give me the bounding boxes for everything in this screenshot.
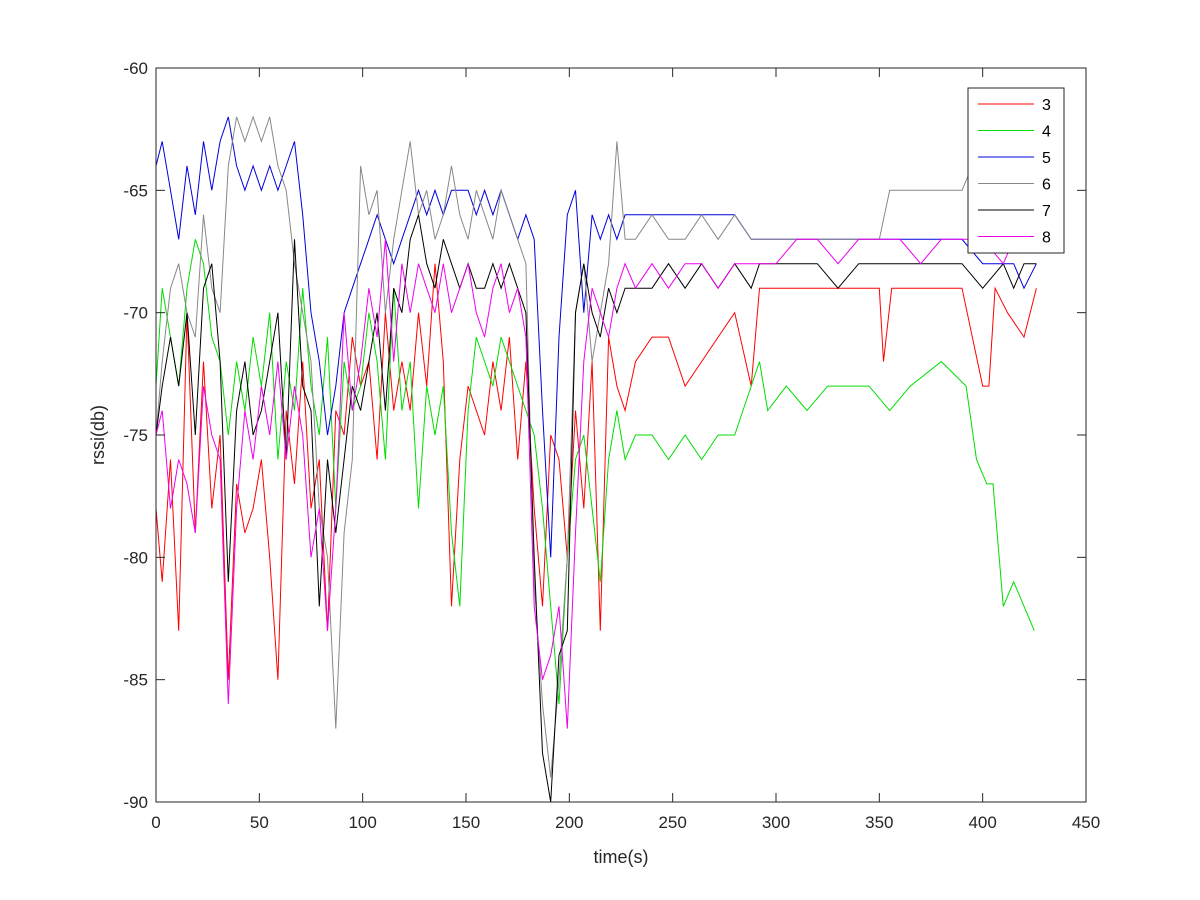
legend-label-3: 3	[1042, 97, 1051, 114]
series-line-7	[155, 214, 1037, 803]
y-tick-label: -60	[123, 59, 148, 78]
x-axis-label: time(s)	[594, 847, 649, 867]
y-tick-label: -70	[123, 304, 148, 323]
legend-label-4: 4	[1042, 124, 1051, 141]
x-tick-label: 250	[658, 813, 686, 832]
legend: 3 4 5 6 7 8	[967, 87, 1065, 254]
legend-label-6: 6	[1042, 177, 1051, 194]
series-line-3	[155, 263, 1037, 680]
x-tick-label: 350	[865, 813, 893, 832]
x-tick-label: 50	[250, 813, 269, 832]
legend-label-8: 8	[1042, 230, 1051, 247]
x-tick-label: 100	[348, 813, 376, 832]
x-tick-label: 150	[452, 813, 480, 832]
x-tick-label: 0	[151, 813, 160, 832]
series-line-4	[155, 239, 1035, 705]
y-tick-label: -75	[123, 426, 148, 445]
series-layer	[155, 115, 1037, 803]
y-axis-label: rssi(db)	[88, 405, 108, 465]
series-line-8	[155, 238, 1037, 729]
legend-label-7: 7	[1042, 203, 1051, 220]
x-tick-label: 300	[762, 813, 790, 832]
x-tick-label: 400	[968, 813, 996, 832]
y-tick-label: -90	[123, 793, 148, 812]
y-tick-label: -85	[123, 671, 148, 690]
legend-label-5: 5	[1042, 150, 1051, 167]
y-tick-label: -65	[123, 181, 148, 200]
legend-box	[967, 87, 1065, 254]
y-tick-label: -80	[123, 548, 148, 567]
x-tick-label: 450	[1072, 813, 1100, 832]
axes-layer: 0 50 100 150 200 250 300 350 400 450 -90 -85 -80 -75 -…	[123, 59, 1100, 832]
x-tick-label: 200	[555, 813, 583, 832]
